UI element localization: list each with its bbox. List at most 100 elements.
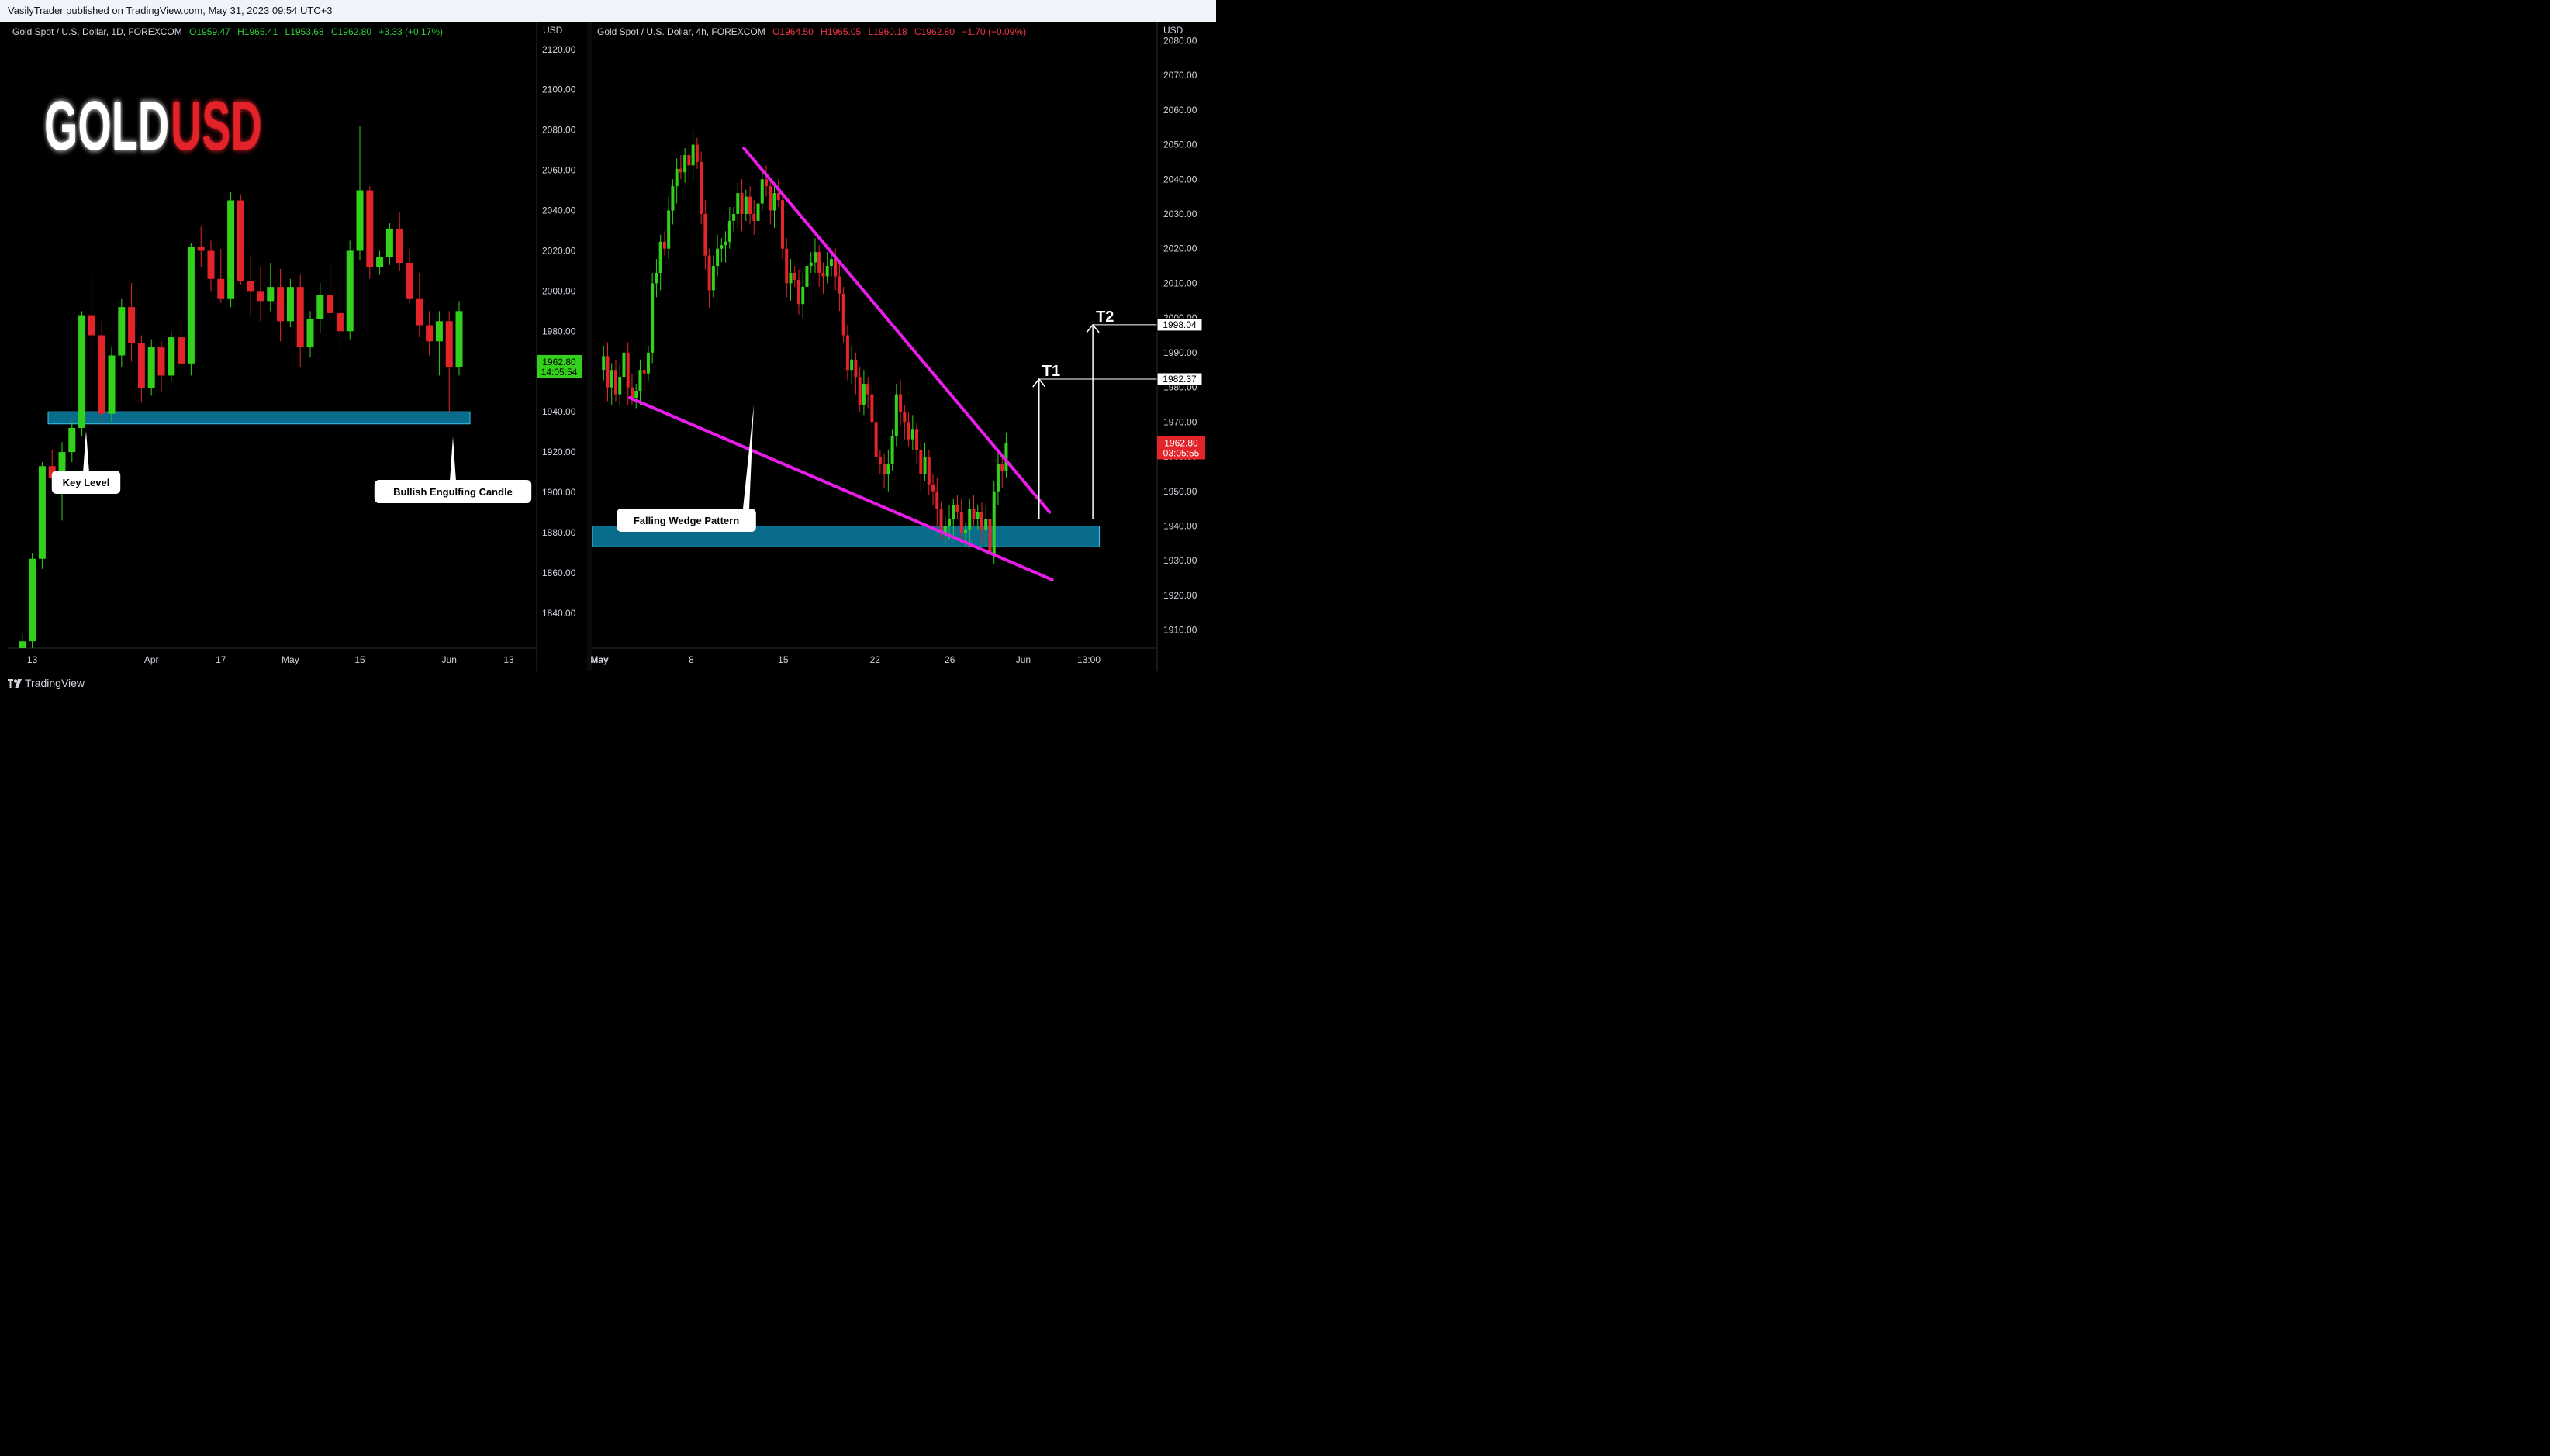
candle: [890, 436, 894, 464]
candle: [988, 519, 992, 554]
right-y-tick: 1950.00: [1163, 486, 1197, 497]
targets[interactable]: T1 T2: [1032, 309, 1157, 519]
wedge-lower-line: [627, 396, 1054, 581]
candle: [683, 154, 687, 173]
candle: [602, 356, 606, 371]
left-x-tick: Jun: [442, 654, 457, 665]
candle: [366, 190, 374, 267]
left-symbol: Gold Spot / U.S. Dollar, 1D, FOREXCOM: [12, 26, 182, 37]
publisher-text: VasilyTrader published on TradingView.co…: [8, 5, 333, 16]
candle: [740, 193, 744, 214]
target-label-T2: T2: [1096, 309, 1114, 326]
left-low: L1953.68: [285, 26, 324, 37]
candle: [703, 213, 707, 256]
candle: [883, 463, 886, 474]
left-y-tick: 2100.00: [542, 85, 576, 95]
candle: [813, 252, 817, 263]
left-x-ticks: 13 Apr 17 May 15 Jun 13: [27, 654, 514, 665]
candle: [959, 512, 963, 533]
candle: [769, 186, 772, 211]
left-y-tick: 1860.00: [542, 568, 576, 578]
right-chart-panel[interactable]: Gold Spot / U.S. Dollar, 4h, FOREXCOM O1…: [590, 22, 1205, 671]
candle: [781, 200, 785, 249]
candle: [927, 457, 931, 485]
bullish-engulfing-label: Bullish Engulfing Candle: [393, 486, 513, 498]
candle: [886, 463, 890, 474]
candle: [630, 387, 634, 398]
candle: [662, 241, 666, 249]
publisher-bar: VasilyTrader published on TradingView.co…: [0, 0, 1216, 22]
candle: [247, 281, 254, 292]
candle: [118, 307, 126, 356]
footer-brand[interactable]: TradingView: [25, 677, 85, 689]
candle: [935, 491, 939, 509]
candle: [789, 273, 793, 284]
candle: [939, 509, 943, 533]
candle: [707, 255, 711, 291]
candle: [943, 526, 947, 533]
chart-canvas: Gold Spot / U.S. Dollar, 1D, FOREXCOM O1…: [8, 22, 1205, 671]
candle: [695, 144, 699, 162]
target-price-box: [1156, 372, 1203, 386]
target-arrow-head-T1: [1032, 378, 1046, 388]
right-x-tick: 26: [945, 654, 955, 665]
candle: [700, 161, 703, 214]
candle: [796, 279, 800, 305]
left-y-tick: 1920.00: [542, 447, 576, 457]
candle: [825, 266, 829, 277]
left-change: +3.33 (+0.17%): [378, 26, 443, 37]
candle: [870, 394, 874, 423]
candle: [850, 359, 854, 371]
left-annotations[interactable]: Key Level Bullish Engulfing Candle: [51, 430, 532, 503]
candle: [980, 512, 983, 530]
candle: [385, 228, 393, 257]
key-level-label: Key Level: [63, 477, 110, 488]
candle: [910, 429, 914, 440]
falling-wedge-label-box: [617, 509, 756, 532]
candle: [296, 287, 304, 348]
candle: [286, 287, 294, 322]
candle: [613, 370, 617, 395]
candle: [866, 384, 870, 395]
left-key-zone[interactable]: [47, 411, 471, 425]
left-x-tick: 17: [216, 654, 226, 665]
right-annotations[interactable]: Falling Wedge Pattern: [617, 404, 756, 532]
left-y-tick: 1900.00: [542, 487, 576, 498]
tradingview-logo-icon[interactable]: [8, 671, 22, 695]
candle: [622, 352, 626, 378]
target-price-label: 1998.04: [1163, 319, 1197, 330]
logo-gold-text: GOLD: [44, 86, 169, 164]
candle: [874, 422, 878, 457]
candle: [817, 252, 821, 273]
right-y-tick: 1940.00: [1163, 520, 1197, 531]
candle: [756, 203, 760, 221]
logo-usd-text: USD: [171, 86, 262, 164]
falling-wedge-lines[interactable]: [627, 147, 1054, 581]
right-x-tick: 13:00: [1077, 654, 1101, 665]
candle: [327, 295, 334, 313]
candle: [207, 250, 215, 279]
right-candles: [602, 130, 1008, 564]
candle: [396, 228, 403, 264]
candle: [316, 295, 324, 319]
right-y-tick: 2060.00: [1163, 105, 1197, 116]
candle: [720, 245, 724, 249]
panel-divider[interactable]: [587, 22, 592, 671]
left-high: H1965.41: [237, 26, 278, 37]
left-chart-panel[interactable]: Gold Spot / U.S. Dollar, 1D, FOREXCOM O1…: [8, 22, 582, 671]
right-last-price: 1962.80: [1164, 438, 1198, 449]
left-symbol-line: Gold Spot / U.S. Dollar, 1D, FOREXCOM O1…: [12, 26, 443, 37]
candle: [618, 377, 622, 395]
candle: [445, 321, 453, 368]
candle: [858, 377, 862, 405]
candle: [711, 266, 715, 291]
candle: [984, 519, 988, 530]
right-price-box: [1157, 436, 1205, 460]
right-y-tick: 2030.00: [1163, 209, 1197, 219]
right-currency: USD: [1163, 25, 1183, 36]
candle: [878, 457, 882, 464]
candle: [821, 273, 825, 277]
target-label-T1: T1: [1042, 363, 1060, 380]
